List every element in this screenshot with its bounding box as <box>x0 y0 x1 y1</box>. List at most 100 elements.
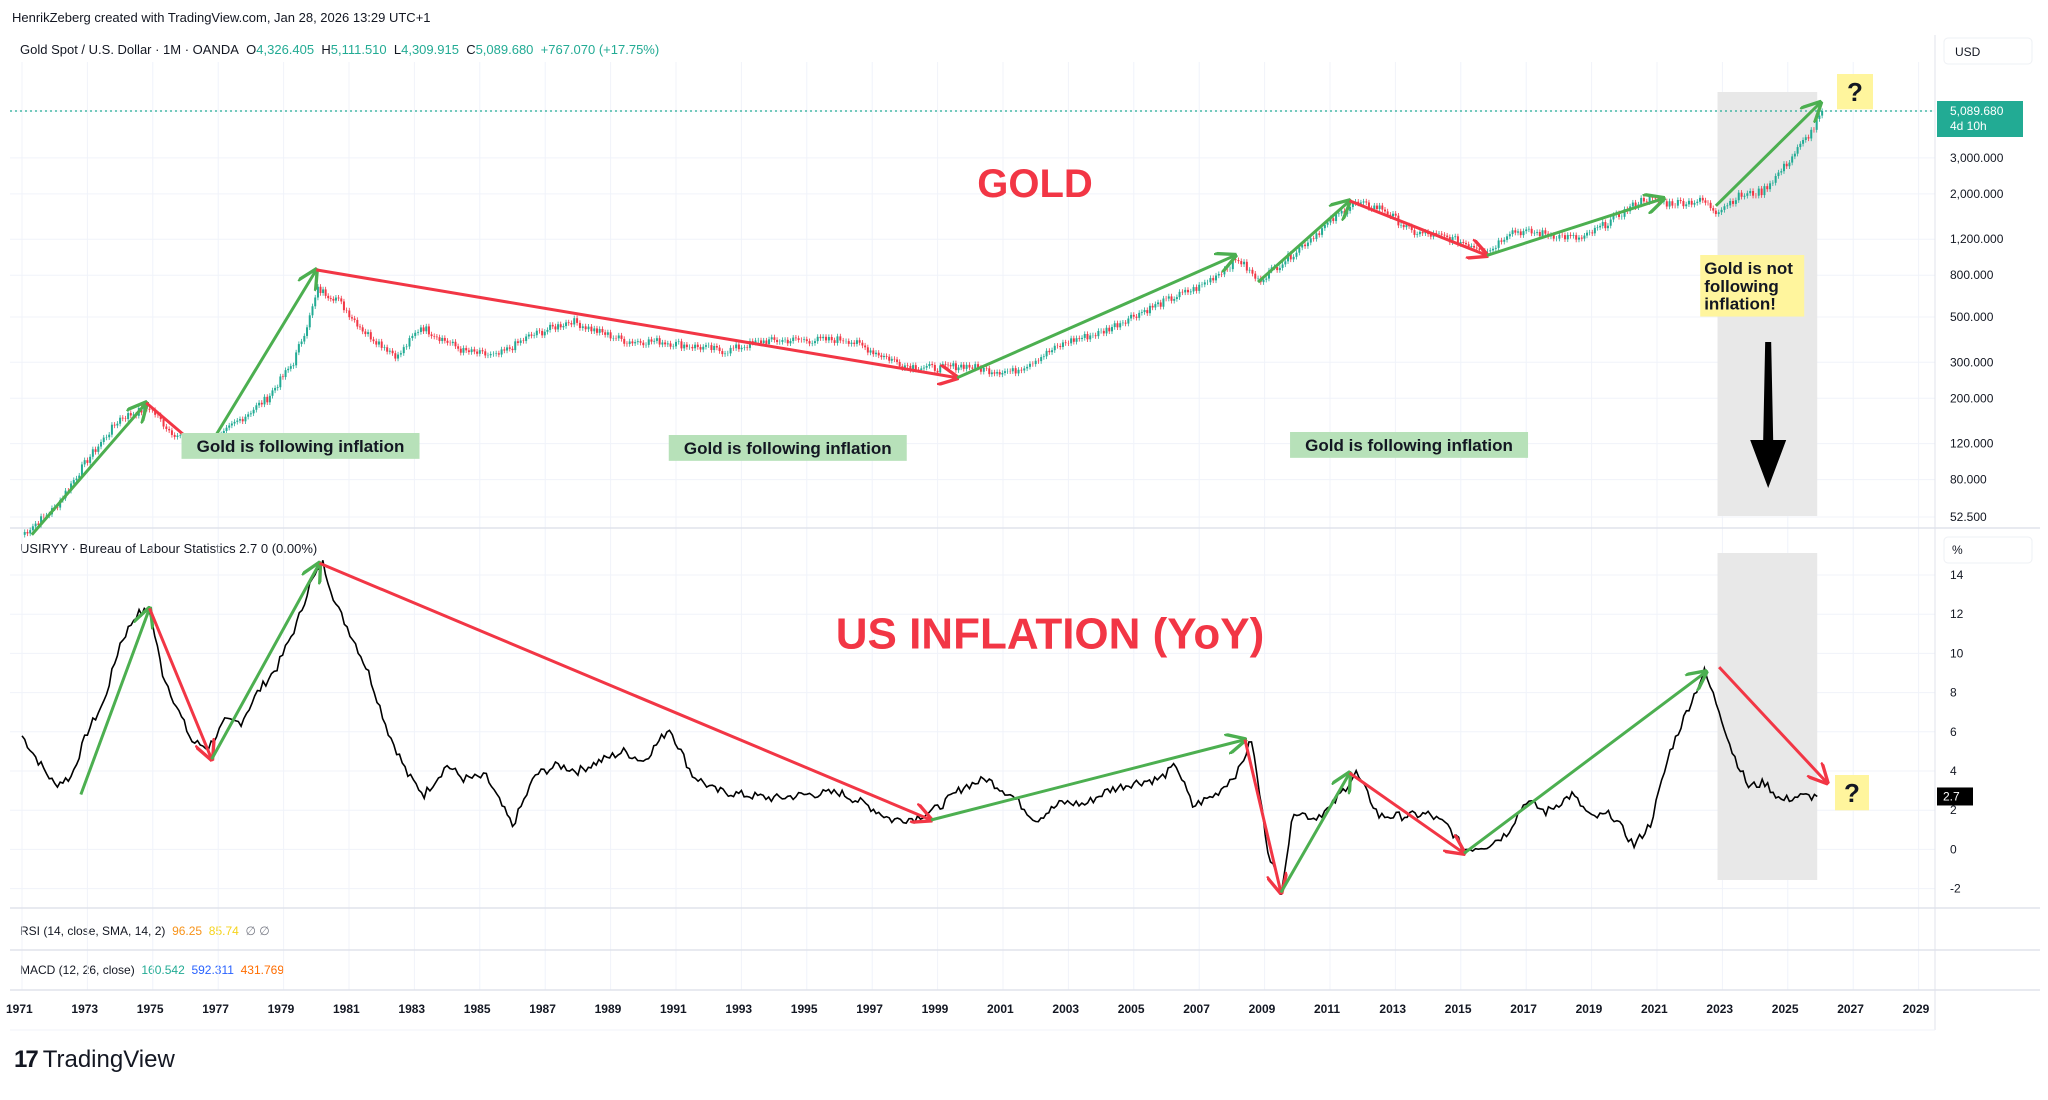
gold-not-following-note-text: following <box>1704 277 1779 296</box>
rsi-bands-value: ∅ ∅ <box>245 924 270 938</box>
rsi-label: RSI (14, close, SMA, 14, 2) <box>20 924 166 938</box>
time-tick-label: 1999 <box>922 1002 949 1016</box>
price-tick-label: 120.000 <box>1950 437 1994 451</box>
gold-following-inflation-note-bg <box>668 435 907 461</box>
inflation-legend-text: USIRYY · Bureau of Labour Statistics 2.7… <box>20 541 318 556</box>
inflation-tick-label: -2 <box>1950 882 1961 896</box>
macd-legend[interactable]: MACD (12, 26, close) 160.542 592.311 431… <box>20 963 284 977</box>
macd-line-value: 592.311 <box>191 963 234 977</box>
time-tick-label: 1981 <box>333 1002 360 1016</box>
gold-symbol: Gold Spot / U.S. Dollar · 1M · OANDA <box>20 42 239 57</box>
last-price-tag-value: 5,089.680 <box>1950 104 2004 118</box>
time-tick-label: 1973 <box>71 1002 98 1016</box>
inflation-tick-label: 4 <box>1950 764 1957 778</box>
macd-signal-value: 431.769 <box>240 963 284 977</box>
inflation-tick-label: 2 <box>1950 803 1957 817</box>
gold-not-following-note-text: Gold is not <box>1704 259 1793 278</box>
gold-legend[interactable]: Gold Spot / U.S. Dollar · 1M · OANDA O4,… <box>20 42 659 57</box>
inflation-up-arrow <box>1463 672 1706 855</box>
time-tick-label: 2019 <box>1576 1002 1603 1016</box>
gold-following-inflation-note: Gold is following inflation <box>1290 432 1529 458</box>
tradingview-logo-icon: 17 <box>14 1046 39 1073</box>
percent-label: % <box>1952 543 1963 557</box>
gold-following-inflation-note-bg <box>181 433 420 459</box>
inflation-axis: % 14 12 10 8 6 4 2 0 -2 2.7 <box>1937 536 2033 896</box>
time-tick-label: 1997 <box>856 1002 883 1016</box>
time-tick-label: 2027 <box>1837 1002 1864 1016</box>
high-value: 5,111.510 <box>330 42 387 57</box>
inflation-tick-label: 10 <box>1950 646 1964 660</box>
tradingview-logo[interactable]: 17 TradingView <box>14 1046 175 1074</box>
gold-up-arrow <box>1257 201 1350 284</box>
time-tick-label: 1985 <box>464 1002 491 1016</box>
price-tick-label: 3,000.000 <box>1950 151 2004 165</box>
price-tick-label: 80.000 <box>1950 473 1987 487</box>
time-tick-label: 2025 <box>1772 1002 1799 1016</box>
gold-down-arrow <box>316 268 957 378</box>
macd-label: MACD (12, 26, close) <box>20 963 135 977</box>
gold-title-text: GOLD <box>977 162 1093 206</box>
annotations: GOLD Gold is following inflation Gold is f… <box>181 74 1873 811</box>
inflation-down-arrow <box>1718 666 1827 783</box>
currency-label: USD <box>1955 45 1981 59</box>
gold-up-arrow <box>1714 103 1821 207</box>
time-tick-label: 2009 <box>1249 1002 1276 1016</box>
inflation-last-value-tag <box>1937 787 1973 806</box>
percent-button <box>1943 536 2033 564</box>
time-tick-label: 1975 <box>137 1002 164 1016</box>
rsi-ma-value: 85.74 <box>208 924 239 938</box>
time-tick-label: 1971 <box>6 1002 33 1016</box>
price-tick-label: 1,200.000 <box>1950 232 2004 246</box>
inflation-tick-label: 8 <box>1950 686 1957 700</box>
gold-up-arrow <box>1486 198 1664 257</box>
tradingview-logo-text: TradingView <box>42 1046 175 1073</box>
high-label: H <box>321 42 331 57</box>
close-value: 5,089.680 <box>475 42 534 57</box>
price-tick-label: 200.000 <box>1950 391 1994 405</box>
gold-up-arrow <box>956 255 1235 380</box>
time-tick-label: 2005 <box>1118 1002 1145 1016</box>
price-tick-label: 2,000.000 <box>1950 187 2004 201</box>
inflation-up-arrow <box>930 740 1245 822</box>
inflation-shaded-region <box>1717 553 1818 880</box>
inflation-last-value: 2.7 <box>1943 789 1960 803</box>
macd-histogram-value: 160.542 <box>141 963 185 977</box>
inflation-tick-label: 14 <box>1950 568 1964 582</box>
time-tick-label: 1979 <box>268 1002 295 1016</box>
inflation-question-note-text: ? <box>1844 778 1860 808</box>
price-axis: USD 3,000.000 2,000.000 1,200.000 800.000 500… <box>1937 37 2033 524</box>
gold-following-inflation-note-bg <box>1290 432 1529 458</box>
inflation-tick-label: 6 <box>1950 725 1957 739</box>
inflation-up-arrow <box>210 563 320 760</box>
gold-up-arrow <box>203 270 316 454</box>
time-tick-label: 1977 <box>202 1002 229 1016</box>
last-price-tag <box>1937 101 2023 137</box>
gold-question-note: ? <box>1837 74 1873 110</box>
time-tick-label: 1995 <box>791 1002 818 1016</box>
gold-not-following-note-bg <box>1700 255 1805 317</box>
inflation-title-text: US INFLATION (YoY) <box>836 610 1265 659</box>
gold-question-note-bg <box>1837 74 1873 110</box>
time-tick-label: 2023 <box>1706 1002 1733 1016</box>
gold-title: GOLD <box>977 162 1093 206</box>
time-tick-label: 2029 <box>1903 1002 1930 1016</box>
rsi-legend[interactable]: RSI (14, close, SMA, 14, 2) 96.25 85.74 … <box>20 924 270 938</box>
gold-not-following-note-text: inflation! <box>1704 295 1776 314</box>
pane-separators <box>10 35 2040 1031</box>
gold-following-inflation-note: Gold is following inflation <box>668 435 907 461</box>
currency-button <box>1943 37 2033 65</box>
gold-following-inflation-note-text: Gold is following inflation <box>684 439 892 458</box>
open-label: O <box>246 42 257 57</box>
inflation-title: US INFLATION (YoY) <box>836 610 1265 659</box>
time-tick-label: 1991 <box>660 1002 687 1016</box>
price-tick-label: 800.000 <box>1950 268 1994 282</box>
inflation-up-arrow <box>79 608 150 796</box>
time-tick-label: 2011 <box>1314 1002 1340 1016</box>
inflation-down-arrow <box>1348 771 1464 853</box>
inflation-down-arrow <box>1243 739 1281 893</box>
inflation-legend[interactable]: USIRYY · Bureau of Labour Statistics 2.7… <box>20 541 317 556</box>
gold-up-arrow <box>30 403 146 536</box>
open-value: 4,326.405 <box>256 42 315 57</box>
